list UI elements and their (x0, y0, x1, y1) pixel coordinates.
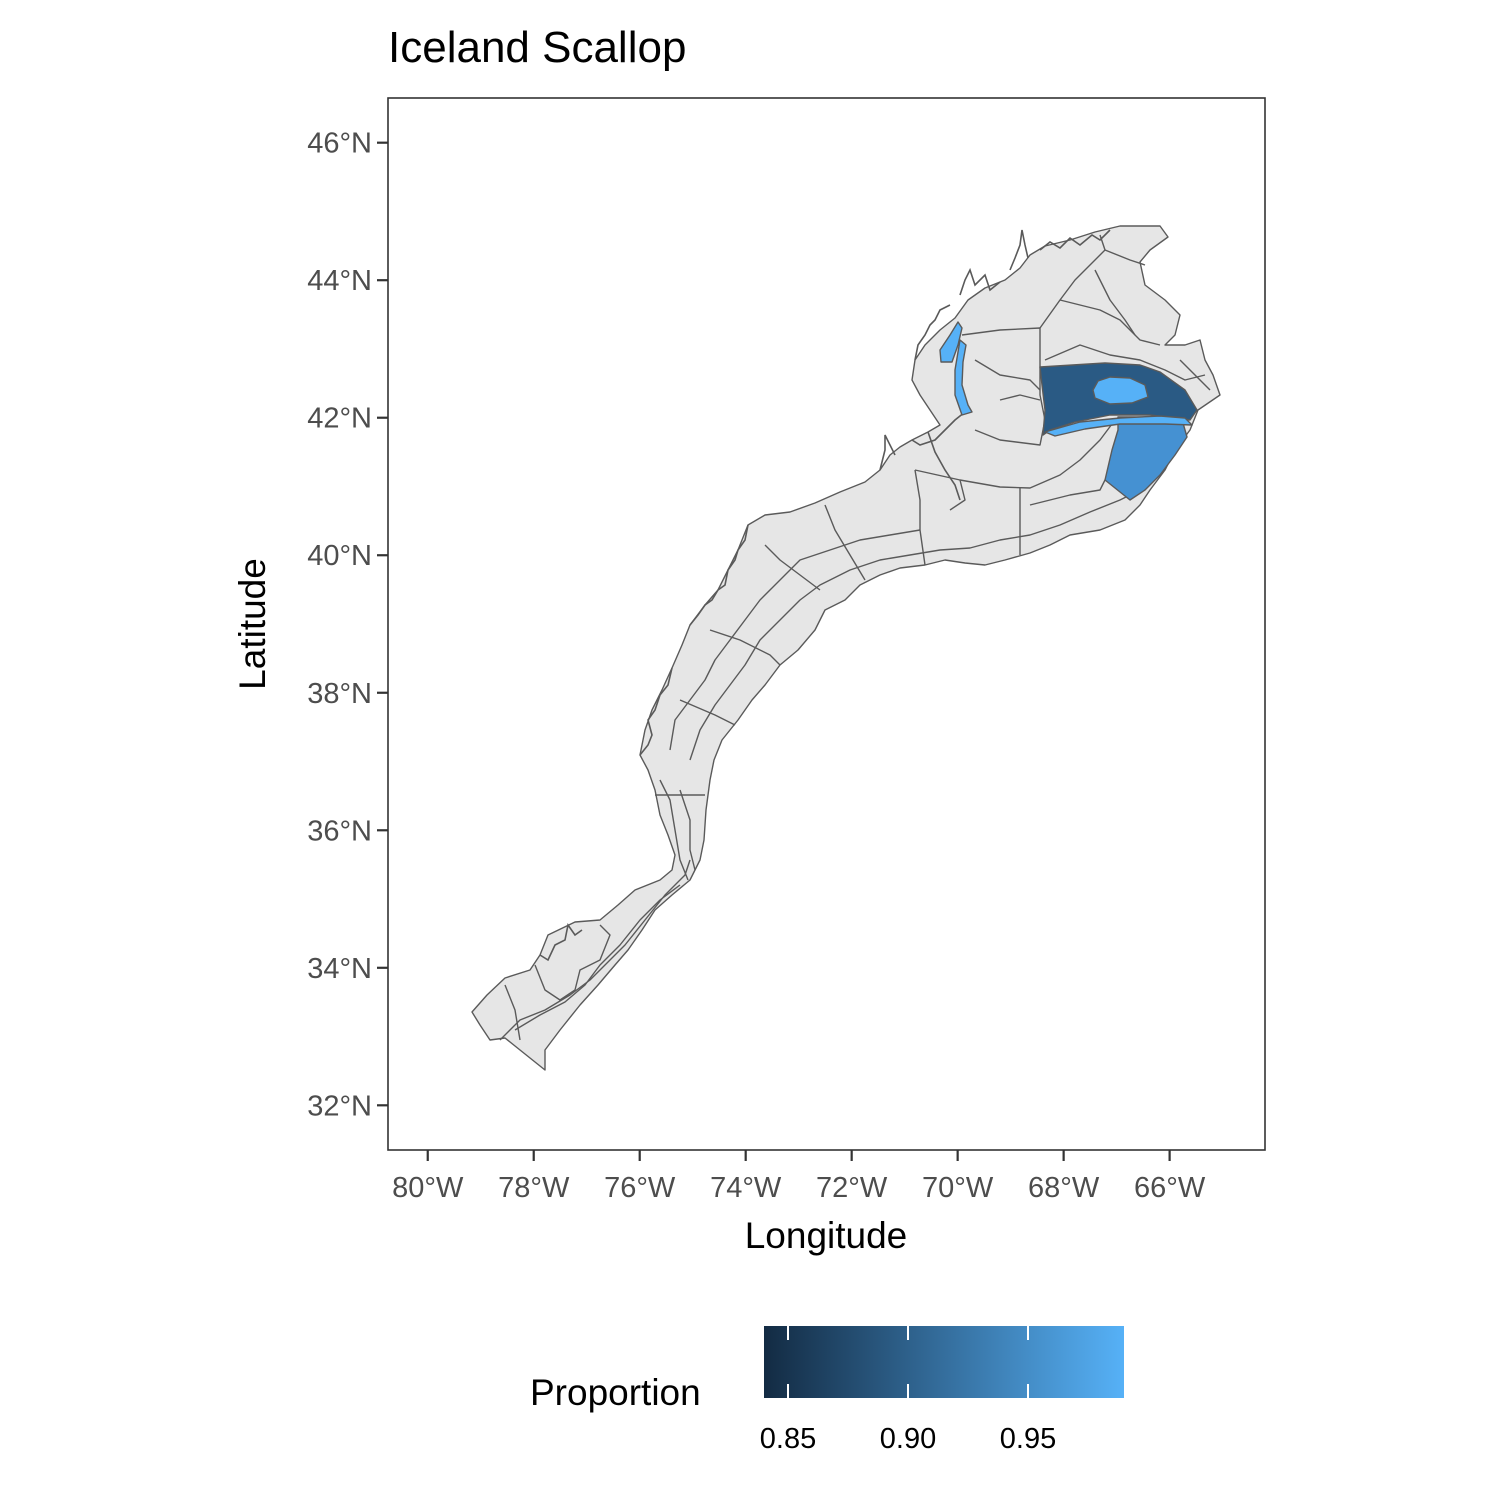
x-tick-label: 76°W (604, 1172, 676, 1204)
x-tick-label: 68°W (1028, 1172, 1100, 1204)
y-axis: 32°N 34°N 36°N 38°N 40°N 42°N 44°N 46°N (307, 128, 388, 1122)
x-tick-label: 78°W (498, 1172, 570, 1204)
coastline (539, 229, 1111, 962)
legend-tick-label: 0.95 (1000, 1423, 1056, 1455)
y-tick-label: 44°N (307, 265, 372, 297)
legend: Proportion 0.85 0.90 0.95 (530, 1326, 1124, 1455)
x-axis: 80°W 78°W 76°W 74°W 72°W 70°W 68°W 66°W (392, 1150, 1206, 1204)
y-tick-label: 40°N (307, 540, 372, 572)
stratum-georges-shoal (1092, 376, 1149, 405)
legend-ticks: 0.85 0.90 0.95 (760, 1326, 1056, 1455)
stratum-values (939, 321, 1198, 501)
y-tick-label: 46°N (307, 128, 372, 160)
legend-colorbar (764, 1326, 1124, 1398)
y-tick-label: 32°N (307, 1090, 372, 1122)
legend-tick-label: 0.90 (880, 1423, 936, 1455)
x-axis-title: Longitude (745, 1215, 908, 1256)
legend-tick-label: 0.85 (760, 1423, 816, 1455)
x-tick-label: 80°W (392, 1172, 464, 1204)
x-tick-label: 66°W (1134, 1172, 1206, 1204)
stratum-boundaries (499, 234, 1211, 1041)
y-tick-label: 36°N (307, 815, 372, 847)
x-tick-label: 72°W (816, 1172, 888, 1204)
stratum-cape-cod-bay (939, 321, 963, 363)
map-panel (387, 97, 1266, 1151)
y-axis-title: Latitude (232, 558, 273, 690)
x-tick-label: 74°W (710, 1172, 782, 1204)
x-tick-label: 70°W (922, 1172, 994, 1204)
y-tick-label: 38°N (307, 678, 372, 710)
chart-title: Iceland Scallop (388, 23, 686, 72)
y-tick-label: 42°N (307, 403, 372, 435)
stratum-outer-cape (954, 339, 973, 416)
legend-title: Proportion (530, 1372, 701, 1413)
stratum-georges-slope (1044, 415, 1193, 437)
y-tick-label: 34°N (307, 953, 372, 985)
